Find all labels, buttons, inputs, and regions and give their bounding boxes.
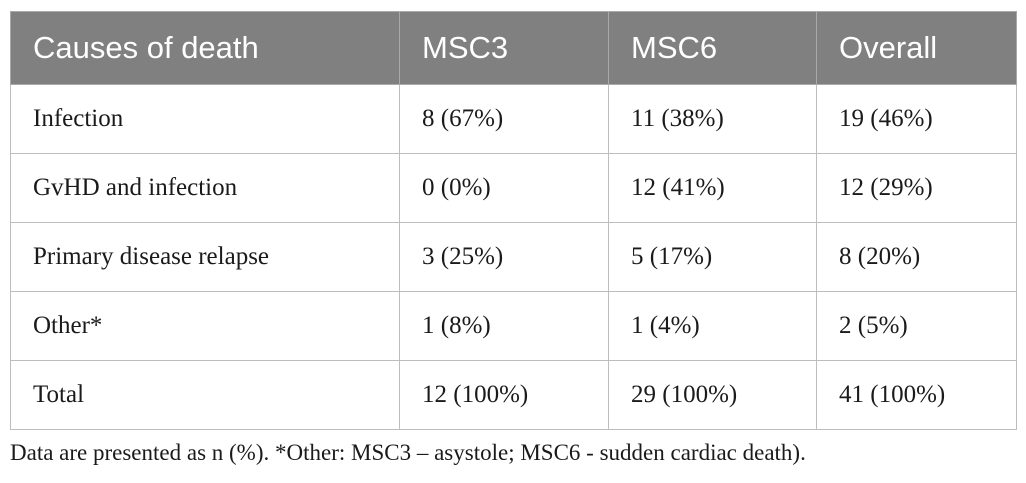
header-msc6: MSC6 [608,11,817,85]
cell-overall: 2 (5%) [816,291,1017,361]
cell-msc6: 29 (100%) [608,360,817,430]
cell-msc3: 0 (0%) [399,153,609,223]
cell-cause: Infection [10,84,400,154]
causes-of-death-table-container: Causes of death MSC3 MSC6 Overall Infect… [10,11,1017,430]
table-row: Other* 1 (8%) 1 (4%) 2 (5%) [10,291,1017,361]
header-row: Causes of death MSC3 MSC6 Overall [10,11,1017,85]
table-row: GvHD and infection 0 (0%) 12 (41%) 12 (2… [10,153,1017,223]
cell-cause: GvHD and infection [10,153,400,223]
cell-overall: 19 (46%) [816,84,1017,154]
cell-msc3: 12 (100%) [399,360,609,430]
header-overall: Overall [816,11,1017,85]
cell-overall: 12 (29%) [816,153,1017,223]
cell-msc6: 5 (17%) [608,222,817,292]
table-footnote: Data are presented as n (%). *Other: MSC… [10,440,806,465]
cell-overall: 41 (100%) [816,360,1017,430]
table-header: Causes of death MSC3 MSC6 Overall [10,11,1017,85]
cell-cause: Total [10,360,400,430]
cell-msc6: 1 (4%) [608,291,817,361]
table-body: Infection 8 (67%) 11 (38%) 19 (46%) GvHD… [10,84,1017,430]
cell-msc3: 1 (8%) [399,291,609,361]
table-row: Infection 8 (67%) 11 (38%) 19 (46%) [10,84,1017,154]
cell-cause: Primary disease relapse [10,222,400,292]
cell-msc6: 11 (38%) [608,84,817,154]
header-msc3: MSC3 [399,11,609,85]
cell-cause: Other* [10,291,400,361]
table-row: Primary disease relapse 3 (25%) 5 (17%) … [10,222,1017,292]
table-row-total: Total 12 (100%) 29 (100%) 41 (100%) [10,360,1017,430]
cell-msc6: 12 (41%) [608,153,817,223]
cell-overall: 8 (20%) [816,222,1017,292]
header-causes-of-death: Causes of death [10,11,400,85]
causes-of-death-table: Causes of death MSC3 MSC6 Overall Infect… [10,11,1017,430]
cell-msc3: 3 (25%) [399,222,609,292]
cell-msc3: 8 (67%) [399,84,609,154]
